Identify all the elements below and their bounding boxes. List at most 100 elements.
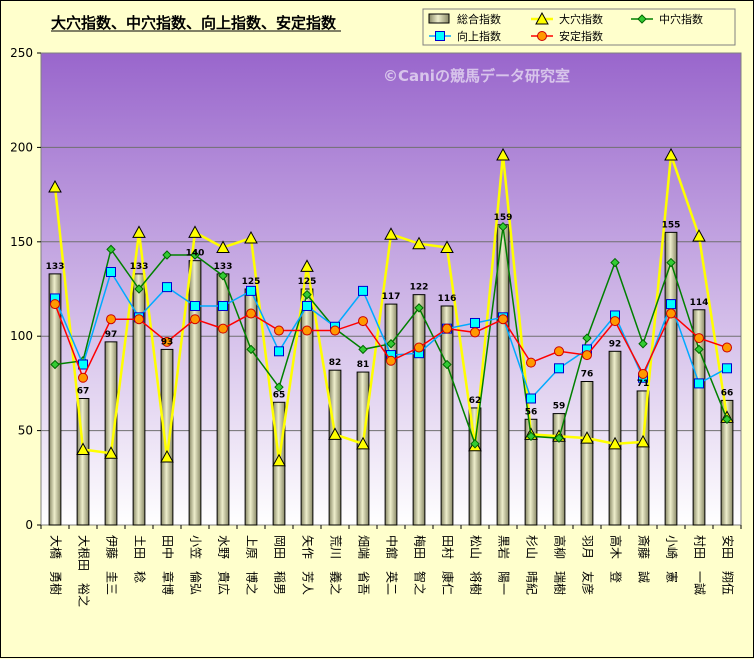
marker-triangle (48, 180, 62, 193)
bar (384, 303, 398, 526)
data-label: 133 (46, 262, 65, 272)
category-label: 安田 翔伍 (721, 535, 736, 595)
marker-triangle (496, 147, 510, 161)
category-label: 田中 章博 (161, 535, 176, 595)
data-label: 125 (242, 277, 261, 287)
marker-diamond (134, 284, 144, 294)
chart-title: 大穴指数、中穴指数、向上指数、安定指数 (51, 14, 337, 32)
data-label: 116 (438, 294, 457, 304)
data-label: 76 (581, 370, 594, 380)
marker-circle (526, 357, 536, 368)
marker-circle (582, 350, 592, 361)
marker-diamond (694, 344, 704, 355)
marker-triangle (104, 446, 118, 459)
legend-label: 安定指数 (559, 29, 603, 43)
legend-label: 大穴指数 (559, 12, 603, 26)
marker-square (246, 285, 256, 296)
data-label: 122 (410, 283, 429, 293)
x-axis-labels: 大橋 勇樹 大根田 裕之 伊藤 圭三 土田 稔田中 章博 小笠 倫弘 水野 貴広 上原 博之… (49, 535, 736, 607)
marker-square (274, 346, 284, 357)
y-tick-label: 200 (10, 140, 33, 154)
marker-circle (106, 314, 116, 325)
marker-triangle (580, 431, 594, 444)
bar (160, 348, 174, 526)
bar (552, 413, 566, 526)
marker-triangle (692, 229, 706, 242)
marker-diamond (666, 257, 676, 268)
data-label: 93 (161, 337, 174, 347)
marker-circle (386, 355, 396, 366)
data-label: 117 (382, 292, 401, 302)
bar (132, 273, 146, 526)
y-tick-label: 0 (25, 518, 33, 532)
category-label: 羽月 友彦 (581, 535, 596, 595)
bar (496, 224, 510, 526)
y-tick-label: 150 (10, 235, 33, 249)
category-label: 土田 稔 (133, 535, 147, 583)
marker-square (162, 282, 172, 293)
data-label: 59 (553, 402, 566, 412)
bar (692, 309, 706, 526)
bar (188, 260, 202, 526)
bar (244, 288, 258, 526)
bar (440, 305, 454, 526)
category-label: 松山 将樹 (469, 535, 483, 595)
legend-label: 総合指数 (457, 12, 501, 26)
marker-diamond (722, 414, 732, 424)
marker-triangle (356, 436, 370, 450)
category-label: 黒岩 陽一 (497, 535, 512, 595)
category-label: 上原 博之 (245, 535, 260, 595)
marker-triangle (300, 259, 314, 272)
marker-triangle (664, 147, 678, 161)
category-label: 斎藤 誠 (637, 535, 652, 583)
marker-square (722, 363, 732, 374)
y-axis-ticks: 0 50 100 150 200 250 (10, 46, 742, 532)
marker-circle (274, 325, 284, 336)
marker-square (666, 299, 676, 310)
marker-square (554, 363, 564, 374)
bar (216, 273, 230, 526)
marker-circle (442, 323, 452, 334)
marker-circle (162, 336, 172, 347)
marker-square (470, 317, 480, 328)
marker-triangle (76, 442, 90, 455)
marker-circle (666, 308, 676, 319)
bar (104, 341, 118, 526)
data-label: 71 (637, 379, 650, 389)
marker-diamond (190, 250, 200, 260)
marker-triangle (328, 427, 342, 440)
marker-triangle (216, 240, 230, 253)
marker-diamond (554, 433, 564, 443)
marker-triangle (384, 227, 398, 240)
data-label: 66 (721, 388, 734, 398)
legend-box (422, 8, 736, 46)
data-label: 140 (186, 249, 205, 259)
marker-diamond (610, 257, 620, 268)
category-label: 伊藤 圭三 (105, 535, 119, 595)
category-label: 畑端 省吾 (357, 535, 371, 595)
marker-diamond (637, 14, 647, 24)
bar (664, 231, 678, 526)
marker-square (302, 300, 312, 311)
data-label: 82 (329, 358, 342, 368)
data-label: 97 (105, 330, 118, 340)
marker-triangle (160, 449, 174, 463)
data-label: 62 (469, 396, 482, 406)
marker-triangle (188, 225, 202, 238)
category-label: 矢作 芳人 (301, 535, 315, 595)
data-label: 81 (357, 360, 370, 370)
bar (720, 399, 734, 526)
data-label: 159 (494, 213, 513, 223)
lines (48, 147, 734, 467)
marker-diamond (302, 289, 312, 300)
bar (468, 407, 482, 526)
legend-swatch (428, 13, 450, 24)
marker-circle (330, 325, 340, 336)
data-label: 125 (298, 277, 317, 287)
marker-circle (470, 327, 480, 338)
marker-circle (302, 325, 312, 336)
marker-square (218, 300, 228, 311)
